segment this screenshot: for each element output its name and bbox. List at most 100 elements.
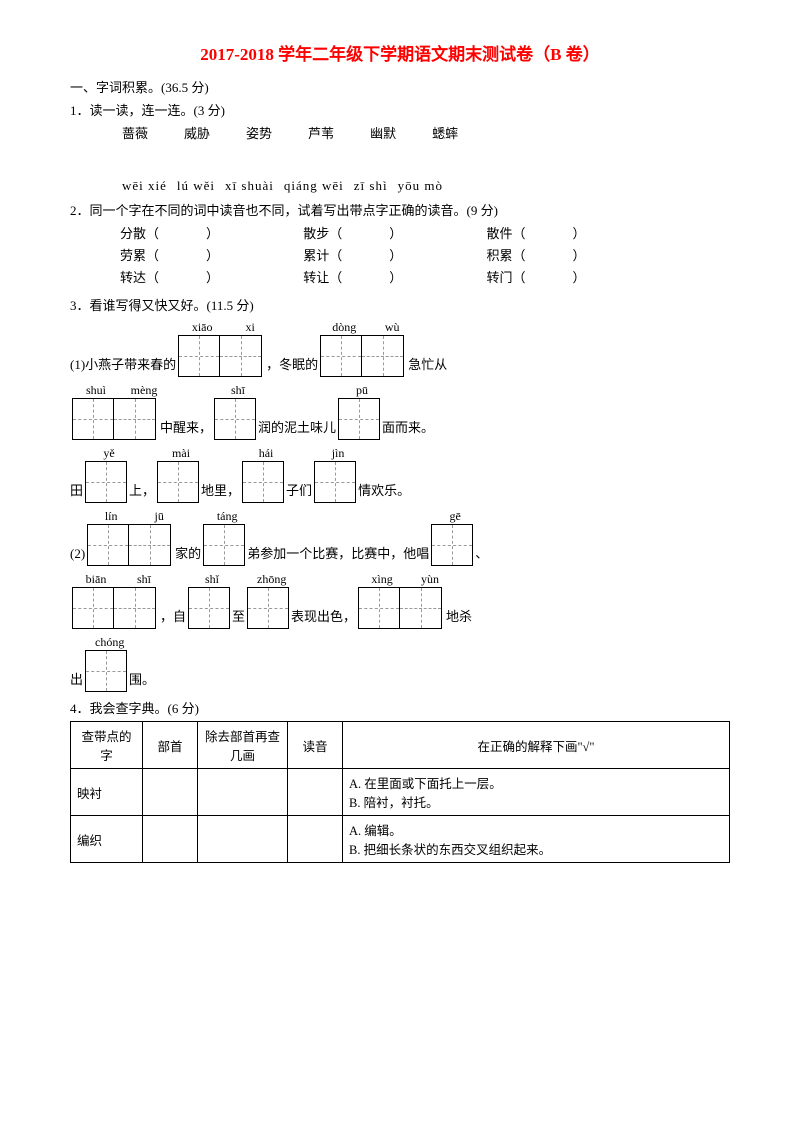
q1-title: 1．读一读，连一连。(3 分) [70,100,730,119]
pinyin: mài [167,446,195,461]
q3-title: 3．看谁写得又快又好。(11.5 分) [70,295,730,314]
text: 出 [70,669,83,692]
explanation-line: A. 在里面或下面托上一层。 [349,773,723,792]
paren: （ ） [513,270,588,285]
pinyin: xi [236,320,264,335]
char-box-group: chóng [85,635,127,692]
pinyin: jìn [324,446,352,461]
q4-table: 查带点的字 部首 除去部首再查几画 读音 在正确的解释下画"√" 映衬 A. 在… [70,721,730,863]
q1-word: 蟋蟀 [432,123,458,142]
pinyin: lín [97,509,125,524]
q2-word: 散步 [303,226,329,241]
q3-sentence-line: (1)小燕子带来春的 xiāoxi ，冬眠的 dòngwù 急忙从 [70,320,730,377]
pinyin: shuì [82,383,110,398]
td-blank [143,769,198,816]
text: ，冬眠的 [266,354,318,377]
text: 、 [475,543,488,566]
char-box-group: shǐ [188,572,230,629]
table-row: 编织 A. 编辑。 B. 把细长条状的东西交叉组织起来。 [71,816,730,863]
pinyin: jū [145,509,173,524]
q3-sentence-line: 出 chóng 围。 [70,635,730,692]
pinyin: shǐ [198,572,226,587]
text: 表现出色， [291,606,356,629]
q1-word: 蔷薇 [122,123,148,142]
q2-title: 2．同一个字在不同的词中读音也不同，试着写出带点字正确的读音。(9 分) [70,200,730,219]
q3-sentence-line: (2) línjū 家的 táng 弟参加一个比赛，比赛中，他唱 gē 、 [70,509,730,566]
pinyin: shī [224,383,252,398]
q1-pinyin: xī shuài [225,178,274,194]
q1-pinyin: zī shì [354,178,388,194]
td-word: 映衬 [71,769,143,816]
explanation-line: B. 把细长条状的东西交叉组织起来。 [349,839,723,858]
char-box-group: zhōng [247,572,289,629]
pinyin: yùn [416,572,444,587]
q2-word: 转达 [120,270,146,285]
td-blank [288,769,343,816]
text: ，自 [160,606,186,629]
char-box-group: gē [431,509,473,566]
paren: （ ） [329,248,404,263]
text: 地里， [201,480,240,503]
q2-word: 散件 [487,226,513,241]
q1-pinyin: yōu mò [398,178,443,194]
text: 面而来。 [382,417,434,440]
char-box-group: xìng yùn [358,572,444,629]
text: 中醒来， [160,417,212,440]
explanation-line: B. 陪衬，衬托。 [349,792,723,811]
char-box-group: dòng wù [320,320,406,377]
q2-word: 累计 [303,248,329,263]
table-header-row: 查带点的字 部首 除去部首再查几画 读音 在正确的解释下画"√" [71,722,730,769]
q4-title: 4．我会查字典。(6 分) [70,698,730,717]
pinyin: dòng [330,320,358,335]
text: 至 [232,606,245,629]
th: 部首 [143,722,198,769]
q2-word: 劳累 [120,248,146,263]
paren: （ ） [146,270,221,285]
text: 地杀 [446,606,472,629]
q1-pinyin: lú wěi [177,178,215,194]
char-box-group: xiāoxi [178,320,264,377]
td-blank [198,769,288,816]
char-box-group: biānshī [72,572,158,629]
th: 查带点的字 [71,722,143,769]
explanation-line: A. 编辑。 [349,820,723,839]
char-box-group: shuì mèng [72,383,158,440]
q2-word: 转门 [487,270,513,285]
q3-sentence-line: shuìmèng 中醒来， shī 润的泥土味儿 pū 面而来。 [70,383,730,440]
paren: （ ） [329,226,404,241]
pinyin: mèng [130,383,158,398]
text: 田 [70,480,83,503]
pinyin: zhōng [257,572,286,587]
td-word: 编织 [71,816,143,863]
q3-sentence-line: biānshī ，自 shǐ 至 zhōng 表现出色， xìng yùn 地杀 [70,572,730,629]
q2-row: 转达（ ） 转让（ ） 转门（ ） [70,267,730,289]
text: 弟参加一个比赛，比赛中，他唱 [247,543,429,566]
td-explanation: A. 在里面或下面托上一层。 B. 陪衬，衬托。 [343,769,730,816]
paren: （ ） [329,270,404,285]
char-box-group: yě [85,446,127,503]
q1-pinyin: wēi xié [122,178,167,194]
pinyin: chóng [95,635,124,650]
text: 围。 [129,669,155,692]
char-box-group: shī [214,383,256,440]
pinyin: gē [441,509,469,524]
pinyin: hái [252,446,280,461]
paren: （ ） [513,248,588,263]
char-box-group: lín jū [87,509,173,566]
th: 除去部首再查几画 [198,722,288,769]
q2-row: 分散（ ） 散步（ ） 散件（ ） [70,223,730,245]
pinyin: shī [130,572,158,587]
table-row: 映衬 A. 在里面或下面托上一层。 B. 陪衬，衬托。 [71,769,730,816]
text: 情欢乐。 [358,480,410,503]
td-blank [288,816,343,863]
q1-words: 蔷薇 威胁 姿势 芦苇 幽默 蟋蟀 [70,123,730,142]
pinyin: xìng [368,572,396,587]
paren: （ ） [146,248,221,263]
pinyin: pū [348,383,376,398]
pinyin: wù [378,320,406,335]
q2-row: 劳累（ ） 累计（ ） 积累（ ） [70,245,730,267]
q1-word: 幽默 [370,123,396,142]
q3-sentence-line: 田 yě 上， mài 地里， hái 子们 jìn 情欢乐。 [70,446,730,503]
pinyin: táng [213,509,241,524]
text: 子们 [286,480,312,503]
